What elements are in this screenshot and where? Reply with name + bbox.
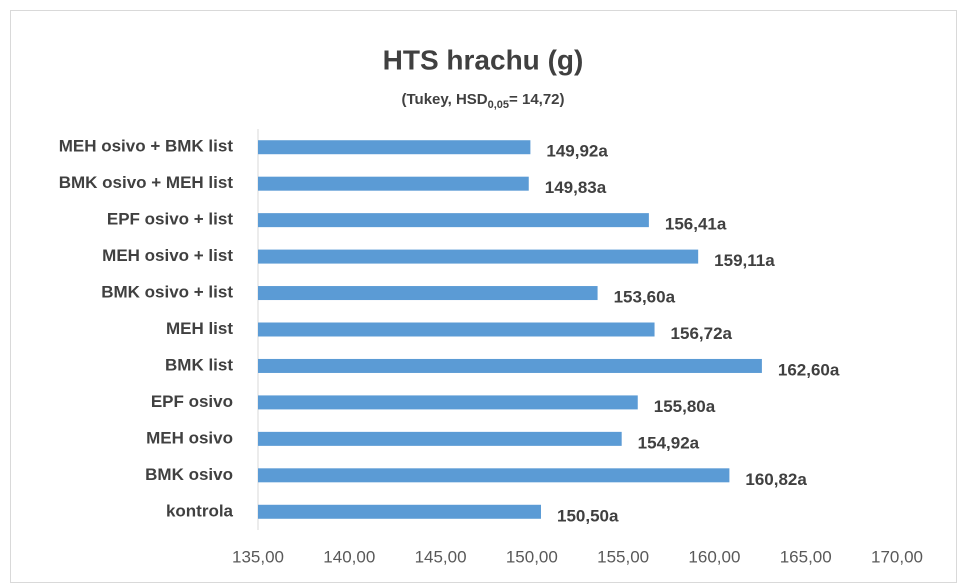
bar [258,468,730,483]
data-label: 159,11a [714,251,775,270]
y-tick-label: EPF osivo [151,392,233,411]
bar [258,395,638,410]
y-tick-label: MEH list [166,319,233,338]
bar [258,213,649,228]
y-tick-label: MEH osivo + BMK list [59,137,234,156]
subtitle-part: = 14,72) [509,91,564,108]
data-label: 154,92a [638,433,700,452]
data-label: 149,83a [545,178,607,197]
data-label: 150,50a [557,506,619,525]
bar [258,140,531,155]
data-label: 156,41a [665,215,727,234]
chart-subtitle: (Tukey, HSD0,05= 14,72) [401,91,564,111]
x-tick-label: 165,00 [780,547,832,566]
data-label: 155,80a [654,397,716,416]
x-tick-label: 170,00 [871,547,923,566]
bar [258,431,622,446]
y-tick-label: MEH osivo + list [102,246,233,265]
y-tick-label: BMK osivo [145,465,233,484]
y-tick-label: BMK osivo + MEH list [59,173,234,192]
y-tick-label: BMK osivo + list [101,283,233,302]
y-tick-label: kontrola [166,501,234,520]
subtitle-subscript: 0,05 [488,99,509,111]
subtitle-part: (Tukey, HSD [401,91,487,108]
y-tick-label: MEH osivo [146,428,233,447]
x-tick-label: 155,00 [597,547,649,566]
data-label: 149,92a [546,142,608,161]
y-tick-label: EPF osivo + list [107,210,233,229]
bar [258,504,541,519]
data-label: 153,60a [614,288,676,307]
bar [258,249,699,264]
bar [258,358,762,373]
x-tick-label: 135,00 [232,547,284,566]
data-label: 162,60a [778,360,840,379]
bar [258,286,598,301]
x-tick-label: 150,00 [506,547,558,566]
x-tick-label: 145,00 [415,547,467,566]
x-tick-label: 140,00 [323,547,375,566]
data-label: 156,72a [671,324,733,343]
data-label: 160,82a [745,470,807,489]
y-tick-label: BMK list [165,355,233,374]
x-tick-label: 160,00 [688,547,740,566]
chart-title: HTS hrachu (g) [383,44,584,75]
bar [258,176,529,191]
bar [258,322,655,337]
